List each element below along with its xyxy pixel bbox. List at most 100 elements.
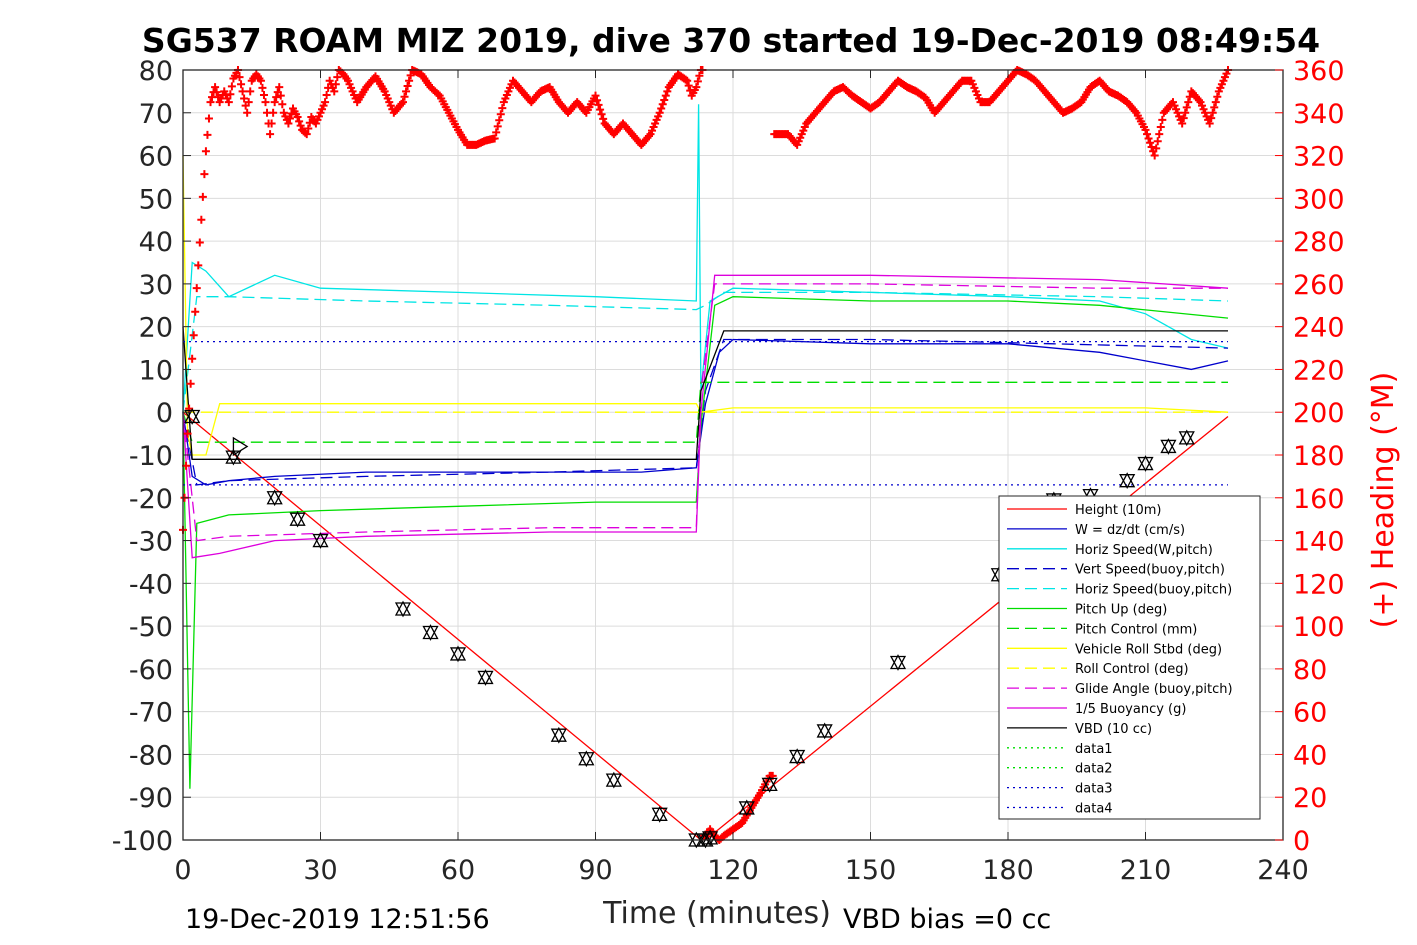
legend-label: data4: [1075, 802, 1113, 817]
heading-point: [285, 114, 294, 123]
heading-point: [261, 98, 270, 107]
heading-point: [591, 91, 600, 100]
heading-point: [1179, 114, 1188, 123]
y-tick-label: -100: [112, 826, 173, 857]
y2-tick-label: 20: [1293, 783, 1327, 814]
y2-tick-label: 140: [1293, 527, 1345, 558]
heading-point: [1150, 151, 1159, 160]
heading-point: [333, 73, 342, 82]
heading-point: [1182, 103, 1191, 112]
heading-point: [321, 98, 330, 107]
y-tick-label: -60: [129, 655, 173, 686]
heading-point: [204, 114, 213, 123]
y-tick-label: -50: [129, 612, 173, 643]
heading-point: [200, 170, 209, 179]
heading-point: [490, 134, 499, 143]
legend: Height (10m) W = dz/dt (cm/s) Horiz Speed(…: [998, 495, 1261, 820]
heading-point: [185, 404, 194, 413]
heading-point: [301, 128, 310, 137]
y2-tick-label: 220: [1293, 355, 1345, 386]
depth-marker-down: [789, 749, 806, 765]
heading-point: [655, 108, 664, 117]
heading-point: [597, 110, 606, 119]
heading-point: [198, 192, 207, 201]
legend-label: Pitch Control (mm): [1075, 622, 1197, 637]
heading-point: [259, 90, 268, 99]
heading-point: [1146, 138, 1155, 147]
heading-point: [1152, 144, 1161, 153]
heading-point: [269, 108, 278, 117]
heading-point: [240, 94, 249, 103]
footer-vbd-bias: VBD bias =0 cc: [843, 904, 1051, 935]
heading-point: [663, 87, 672, 96]
heading-point: [203, 130, 212, 139]
legend-label: Horiz Speed(W,pitch): [1075, 543, 1213, 558]
series-line-pitch-control-mm: [182, 381, 1228, 443]
heading-point: [189, 331, 198, 340]
y2-tick-label: 300: [1293, 184, 1345, 215]
heading-point: [258, 83, 267, 92]
y2-tick-label: 80: [1293, 655, 1327, 686]
x-tick-label: 120: [707, 855, 759, 886]
heading-point: [211, 83, 220, 92]
y2-tick-label: 200: [1293, 398, 1345, 429]
series-line-horiz-speed-buoy-pitch: [182, 291, 1229, 413]
depth-marker-down: [1137, 456, 1154, 472]
legend-label: data1: [1075, 742, 1113, 757]
tick-marks: [182, 69, 1284, 841]
heading-point: [684, 81, 693, 90]
y2-tick-label: 260: [1293, 270, 1345, 301]
x-tick-label: 30: [303, 855, 337, 886]
heading-point: [267, 119, 276, 128]
heading-point: [278, 100, 287, 109]
heading-point: [243, 108, 252, 117]
bottom-axis-ticks: 0 30 60 90 120 150 180 210 240: [174, 855, 1308, 886]
depth-marker-down: [1119, 474, 1136, 490]
heading-point: [495, 116, 504, 125]
y-tick-label: 10: [139, 355, 173, 386]
series-line-glide-angle-buoy-pitch: [182, 283, 1228, 542]
depth-marker-down: [651, 807, 668, 823]
heading-point: [237, 80, 246, 89]
heading-point: [275, 83, 284, 92]
depth-marker-down: [550, 728, 567, 744]
heading-point: [191, 307, 200, 316]
y-tick-label: 20: [139, 313, 173, 344]
heading-point: [681, 75, 690, 84]
heading-point: [212, 88, 221, 97]
series-line-vbd-10-cc: [182, 326, 1228, 460]
heading-point: [594, 100, 603, 109]
heading-point: [195, 238, 204, 247]
heading-point: [492, 128, 501, 137]
legend-label: Vehicle Roll Stbd (deg): [1075, 642, 1222, 657]
y-tick-label: 30: [139, 270, 173, 301]
heading-point: [1211, 98, 1220, 107]
heading-point: [330, 87, 339, 96]
heading-point: [272, 93, 281, 102]
heading-point: [1210, 103, 1219, 112]
heading-point: [596, 105, 605, 114]
heading-point: [188, 354, 197, 363]
legend-entries: Height (10m) W = dz/dt (cm/s) Horiz Speed(…: [1007, 503, 1233, 817]
y2-tick-label: 360: [1293, 56, 1345, 87]
depth-marker-down: [738, 801, 755, 817]
heading-point: [183, 429, 192, 438]
heading-point: [295, 117, 304, 126]
heading-point: [402, 87, 411, 96]
depth-marker-down: [761, 777, 778, 793]
y-tick-label: -10: [129, 441, 173, 472]
heading-point: [226, 90, 235, 99]
heading-point: [695, 71, 704, 80]
heading-point: [493, 122, 502, 131]
heading-point: [194, 261, 203, 270]
legend-label: Pitch Up (deg): [1075, 603, 1167, 618]
y-tick-label: -40: [129, 569, 173, 600]
depth-marker-down: [889, 655, 907, 671]
left-axis-ticks: 80 70 60 50 40 30 20 10 0 -10 -20 -30 -40 -50 -60 -70 -8…: [112, 56, 173, 857]
y2-tick-label: 340: [1293, 99, 1345, 130]
x-tick-label: 240: [1257, 855, 1309, 886]
heading-point: [1158, 115, 1167, 124]
heading-markers: [179, 66, 1232, 844]
right-axis-ticks: 3603403203002802602402202001801601401201…: [1293, 56, 1345, 857]
